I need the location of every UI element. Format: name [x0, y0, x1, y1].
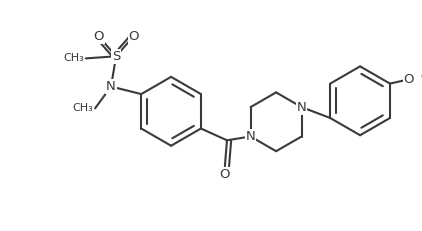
Text: CH₃: CH₃	[421, 72, 422, 82]
Text: O: O	[219, 168, 230, 181]
Text: O: O	[403, 73, 414, 86]
Text: N: N	[297, 100, 306, 114]
Text: CH₃: CH₃	[63, 53, 84, 63]
Text: O: O	[128, 30, 139, 43]
Text: CH₃: CH₃	[72, 103, 93, 113]
Text: N: N	[106, 80, 116, 93]
Text: O: O	[93, 30, 104, 43]
Text: S: S	[112, 50, 120, 63]
Text: N: N	[246, 130, 255, 143]
